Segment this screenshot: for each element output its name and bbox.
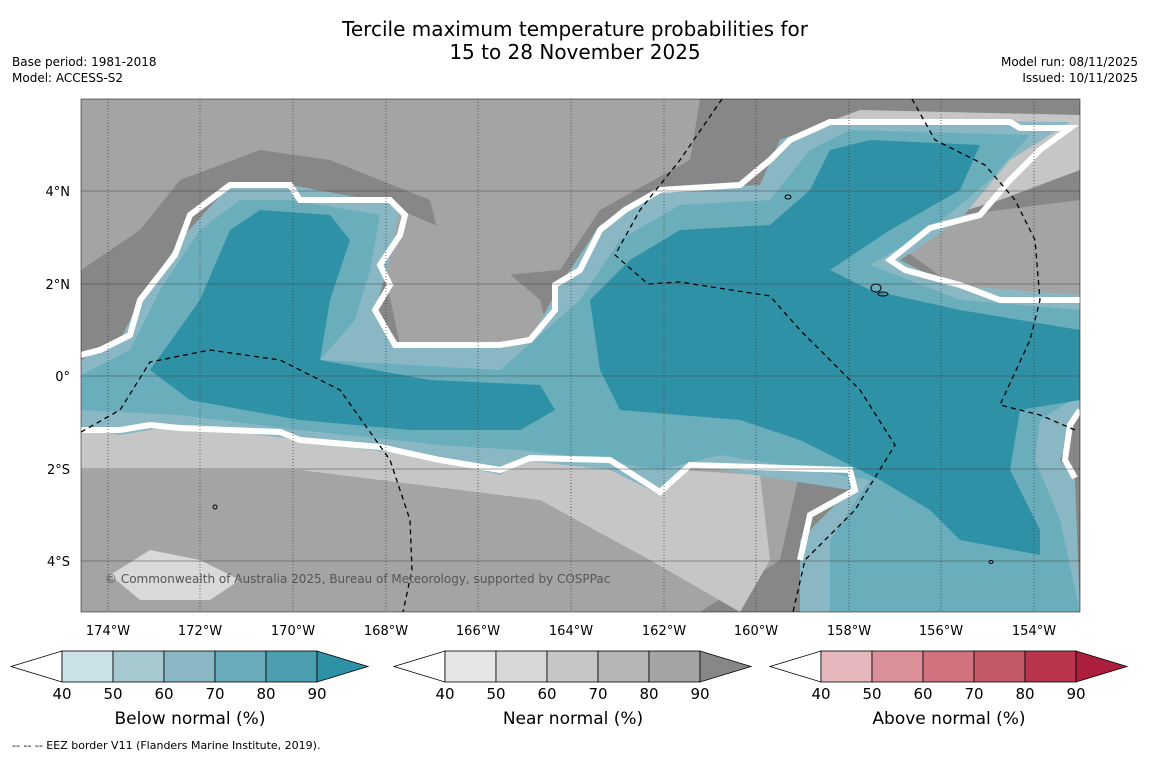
colorbar-tick-label: 40 xyxy=(811,685,830,700)
contour-40-line xyxy=(81,119,1080,358)
lon-tick-label: 166°W xyxy=(456,624,500,639)
islands xyxy=(212,194,994,564)
colorbar-below-label: Below normal (%) xyxy=(114,709,266,729)
lon-tick-label: 174°W xyxy=(86,624,130,639)
issued-date: Issued: 10/11/2025 xyxy=(1022,71,1138,85)
near-normal-band-light xyxy=(110,550,240,600)
colorbar-segment xyxy=(61,650,114,683)
colorbar-segment xyxy=(112,650,165,683)
colorbar-segment xyxy=(444,650,497,683)
meta-right: Model run: 08/11/2025 Issued: 10/11/2025 xyxy=(1001,54,1138,86)
colorbar-segment xyxy=(163,650,216,683)
contour-40-line xyxy=(81,421,859,561)
lon-tick-label: 160°W xyxy=(734,624,778,639)
below-normal-core xyxy=(590,140,1080,555)
colorbar-above-label: Above normal (%) xyxy=(872,709,1026,729)
colorbar-segment xyxy=(214,650,267,683)
lon-tick-label: 172°W xyxy=(178,624,222,639)
colorbar-segment xyxy=(265,650,318,683)
colorbar-tick-label: 60 xyxy=(537,685,556,700)
chart-title: Tercile maximum temperature probabilitie… xyxy=(0,18,1150,64)
graticule-lat xyxy=(81,190,1080,562)
colorbar-tick-label: 60 xyxy=(154,685,173,700)
lat-tick-label: 4°N xyxy=(46,185,71,200)
colorbar-tick-label: 70 xyxy=(588,685,607,700)
map-frame xyxy=(80,98,1081,613)
colorbar-extend-high xyxy=(1075,650,1129,683)
copyright-notice: © Commonwealth of Australia 2025, Bureau… xyxy=(105,572,610,586)
lon-tick-label: 170°W xyxy=(271,624,315,639)
lon-tick-label: 156°W xyxy=(919,624,963,639)
colorbar-extend-high xyxy=(699,650,753,683)
colorbar-segment xyxy=(1024,650,1077,683)
colorbar-segment xyxy=(648,650,701,683)
near-normal-band-light xyxy=(81,99,700,280)
colorbar-tick-label: 50 xyxy=(103,685,122,700)
footnote-eez: -- -- -- EEZ border V11 (Flanders Marine… xyxy=(12,739,321,752)
colorbar-tick-label: 60 xyxy=(913,685,932,700)
longitude-axis: 174°W 172°W 170°W 168°W 166°W 164°W 162°W 160°W… xyxy=(86,624,1056,639)
colorbar-tick-label: 90 xyxy=(307,685,326,700)
map-field: © Commonwealth of Australia 2025, Bureau… xyxy=(81,99,1080,612)
model-run: Model run: 08/11/2025 xyxy=(1000,55,1138,69)
colorbar-segment xyxy=(973,650,1026,683)
latitude-axis: 4°N 2°N 0° 2°S 4°S xyxy=(46,185,71,570)
colorbar-extend-low xyxy=(768,650,822,683)
colorbar-tick-label: 70 xyxy=(964,685,983,700)
below-normal-core xyxy=(150,210,555,430)
colorbar-extend-high xyxy=(316,650,370,683)
lon-tick-label: 154°W xyxy=(1012,624,1056,639)
colorbar-near-label: Near normal (%) xyxy=(502,709,644,729)
eez-border xyxy=(81,99,1076,612)
lon-tick-label: 162°W xyxy=(642,624,686,639)
colorbar-tick-label: 40 xyxy=(52,685,71,700)
lat-tick-label: 0° xyxy=(55,370,70,385)
colorbar-tick-label: 90 xyxy=(690,685,709,700)
colorbar-extend-low xyxy=(392,650,446,683)
colorbar-segment xyxy=(922,650,975,683)
lat-tick-label: 2°N xyxy=(46,278,71,293)
title-line-1: Tercile maximum temperature probabilitie… xyxy=(342,17,808,41)
base-period: Base period: 1981-2018 xyxy=(12,55,157,69)
lon-tick-label: 168°W xyxy=(364,624,408,639)
colorbar-segment xyxy=(546,650,599,683)
colorbar-tick-label: 40 xyxy=(435,685,454,700)
meta-left: Base period: 1981-2018 Model: ACCESS-S2 xyxy=(12,54,157,86)
colorbar-tick-label: 50 xyxy=(486,685,505,700)
colorbar-near-normal: 40 50 60 70 80 90 xyxy=(392,650,753,700)
lat-tick-label: 4°S xyxy=(47,555,70,570)
lon-tick-label: 164°W xyxy=(549,624,593,639)
colorbar-tick-label: 50 xyxy=(862,685,881,700)
title-line-2: 15 to 28 November 2025 xyxy=(449,40,701,64)
model-name: Model: ACCESS-S2 xyxy=(12,71,124,85)
near-normal-band-light xyxy=(380,210,550,345)
lat-tick-label: 2°S xyxy=(47,463,70,478)
colorbar-segment xyxy=(820,650,873,683)
colorbar-tick-label: 70 xyxy=(205,685,224,700)
colorbar-above-normal: 40 50 60 70 80 90 xyxy=(768,650,1129,700)
colorbar-extend-low xyxy=(9,650,63,683)
colorbar-tick-label: 80 xyxy=(1015,685,1034,700)
lon-tick-label: 158°W xyxy=(827,624,871,639)
colorbar-tick-label: 80 xyxy=(256,685,275,700)
map-panel: © Commonwealth of Australia 2025, Bureau… xyxy=(9,98,1129,700)
colorbar-below-normal: 40 50 60 70 80 90 xyxy=(9,650,370,700)
colorbar-segment xyxy=(597,650,650,683)
colorbar-tick-label: 80 xyxy=(639,685,658,700)
colorbar-segment xyxy=(495,650,548,683)
colorbar-tick-label: 90 xyxy=(1066,685,1085,700)
colorbar-segment xyxy=(871,650,924,683)
